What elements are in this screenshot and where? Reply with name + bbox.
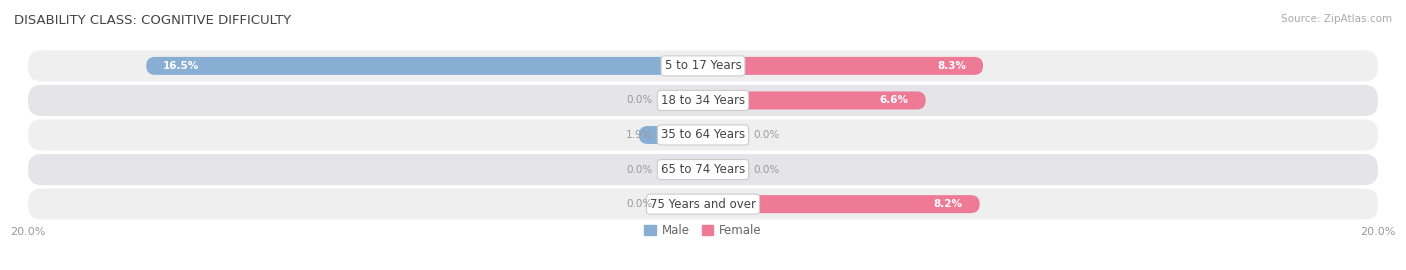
Text: DISABILITY CLASS: COGNITIVE DIFFICULTY: DISABILITY CLASS: COGNITIVE DIFFICULTY bbox=[14, 14, 291, 26]
Text: 0.0%: 0.0% bbox=[754, 164, 780, 175]
FancyBboxPatch shape bbox=[703, 161, 744, 178]
FancyBboxPatch shape bbox=[662, 195, 703, 213]
Text: 18 to 34 Years: 18 to 34 Years bbox=[661, 94, 745, 107]
FancyBboxPatch shape bbox=[703, 126, 744, 144]
Text: Source: ZipAtlas.com: Source: ZipAtlas.com bbox=[1281, 14, 1392, 23]
FancyBboxPatch shape bbox=[703, 195, 980, 213]
Text: 16.5%: 16.5% bbox=[163, 61, 200, 71]
FancyBboxPatch shape bbox=[28, 154, 1378, 185]
Text: 0.0%: 0.0% bbox=[754, 130, 780, 140]
FancyBboxPatch shape bbox=[638, 126, 703, 144]
FancyBboxPatch shape bbox=[28, 188, 1378, 220]
FancyBboxPatch shape bbox=[662, 92, 703, 109]
FancyBboxPatch shape bbox=[28, 119, 1378, 151]
FancyBboxPatch shape bbox=[28, 50, 1378, 82]
Text: 6.6%: 6.6% bbox=[880, 95, 908, 106]
FancyBboxPatch shape bbox=[28, 85, 1378, 116]
Text: 0.0%: 0.0% bbox=[626, 95, 652, 106]
Text: 1.9%: 1.9% bbox=[626, 130, 652, 140]
Text: 0.0%: 0.0% bbox=[626, 199, 652, 209]
Legend: Male, Female: Male, Female bbox=[640, 219, 766, 241]
Text: 35 to 64 Years: 35 to 64 Years bbox=[661, 129, 745, 141]
Text: 8.3%: 8.3% bbox=[938, 61, 966, 71]
Text: 8.2%: 8.2% bbox=[934, 199, 963, 209]
Text: 65 to 74 Years: 65 to 74 Years bbox=[661, 163, 745, 176]
Text: 0.0%: 0.0% bbox=[626, 164, 652, 175]
Text: 5 to 17 Years: 5 to 17 Years bbox=[665, 59, 741, 72]
Text: 75 Years and over: 75 Years and over bbox=[650, 198, 756, 211]
FancyBboxPatch shape bbox=[703, 57, 983, 75]
FancyBboxPatch shape bbox=[146, 57, 703, 75]
FancyBboxPatch shape bbox=[662, 161, 703, 178]
FancyBboxPatch shape bbox=[703, 92, 925, 109]
